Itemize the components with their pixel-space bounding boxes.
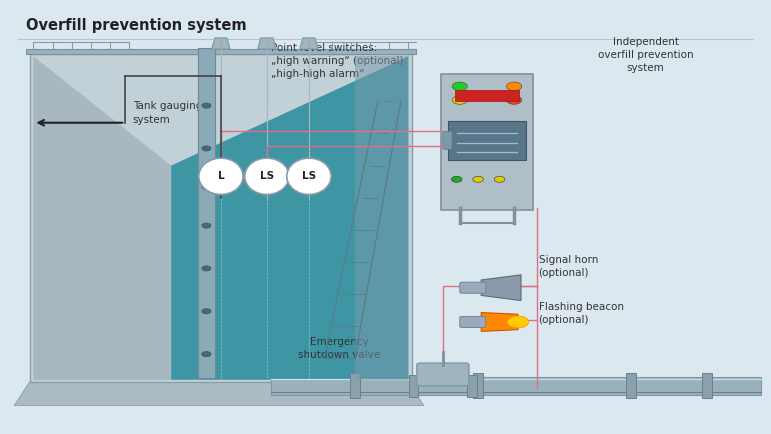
Text: Point level switches:: Point level switches: — [271, 43, 377, 53]
Circle shape — [202, 266, 211, 271]
Circle shape — [494, 176, 505, 182]
Polygon shape — [171, 56, 409, 166]
Polygon shape — [25, 49, 416, 54]
FancyBboxPatch shape — [271, 377, 760, 395]
Text: Tank gauging
system: Tank gauging system — [133, 101, 202, 125]
Text: Flashing beacon
(optional): Flashing beacon (optional) — [539, 302, 624, 325]
Polygon shape — [212, 38, 230, 49]
Text: „high warning“ (optional): „high warning“ (optional) — [271, 56, 403, 66]
Polygon shape — [198, 48, 215, 378]
FancyBboxPatch shape — [409, 375, 419, 397]
Circle shape — [202, 352, 211, 357]
Circle shape — [507, 316, 529, 328]
FancyBboxPatch shape — [443, 132, 452, 149]
Text: LS: LS — [260, 171, 274, 181]
Circle shape — [202, 309, 211, 314]
FancyBboxPatch shape — [460, 282, 486, 293]
Circle shape — [452, 96, 467, 104]
FancyBboxPatch shape — [417, 363, 469, 386]
Text: Signal horn
(optional): Signal horn (optional) — [539, 255, 598, 278]
Circle shape — [202, 146, 211, 151]
FancyBboxPatch shape — [467, 375, 476, 397]
Polygon shape — [481, 275, 521, 301]
Text: „high-high alarm“: „high-high alarm“ — [271, 69, 364, 79]
Polygon shape — [355, 56, 409, 380]
Text: LS: LS — [302, 171, 316, 181]
Ellipse shape — [287, 158, 332, 194]
FancyBboxPatch shape — [473, 373, 483, 398]
FancyBboxPatch shape — [702, 373, 712, 398]
Text: Independent
overfill prevention
system: Independent overfill prevention system — [598, 37, 694, 73]
Polygon shape — [14, 382, 424, 405]
Text: L: L — [217, 171, 224, 181]
Circle shape — [451, 176, 462, 182]
Text: Emergency
shutdown valve: Emergency shutdown valve — [298, 337, 381, 360]
Circle shape — [507, 96, 522, 104]
Polygon shape — [171, 56, 409, 380]
Circle shape — [452, 82, 467, 91]
Circle shape — [202, 103, 211, 108]
Ellipse shape — [244, 158, 289, 194]
FancyBboxPatch shape — [350, 373, 360, 398]
Circle shape — [473, 176, 483, 182]
Circle shape — [202, 223, 211, 228]
FancyBboxPatch shape — [626, 373, 636, 398]
Circle shape — [507, 82, 522, 91]
Circle shape — [202, 184, 211, 190]
Polygon shape — [29, 54, 412, 382]
Polygon shape — [33, 56, 171, 380]
FancyBboxPatch shape — [460, 316, 486, 328]
Polygon shape — [481, 312, 518, 332]
Polygon shape — [300, 38, 318, 49]
FancyBboxPatch shape — [448, 122, 526, 161]
Text: Overfill prevention system: Overfill prevention system — [25, 18, 247, 33]
FancyBboxPatch shape — [440, 74, 534, 210]
Polygon shape — [258, 38, 276, 49]
FancyBboxPatch shape — [455, 90, 519, 101]
Ellipse shape — [199, 158, 243, 194]
